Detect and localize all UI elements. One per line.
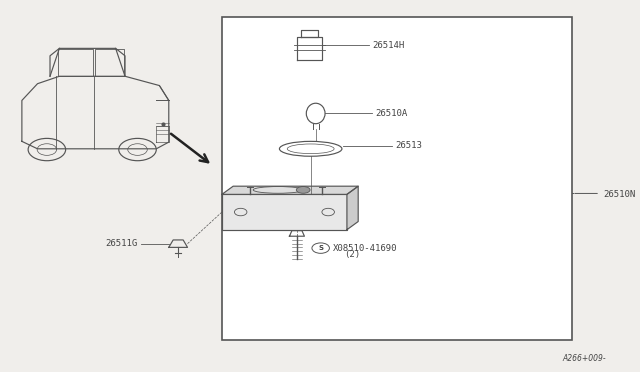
Ellipse shape <box>296 187 310 193</box>
Ellipse shape <box>287 144 334 154</box>
Polygon shape <box>347 186 358 230</box>
Text: A266+009-: A266+009- <box>563 354 606 363</box>
Ellipse shape <box>307 103 325 124</box>
Text: X08510-41690: X08510-41690 <box>333 244 397 253</box>
Text: S: S <box>318 245 323 251</box>
Bar <box>222 17 572 340</box>
Text: 26511G: 26511G <box>105 239 138 248</box>
Text: 26513: 26513 <box>395 141 422 150</box>
Ellipse shape <box>253 187 303 193</box>
Text: (2): (2) <box>344 250 360 259</box>
Text: 26510N: 26510N <box>604 190 636 199</box>
Text: 26514H: 26514H <box>372 41 404 50</box>
Ellipse shape <box>280 141 342 156</box>
Bar <box>222 194 347 230</box>
Text: 26510A: 26510A <box>375 109 407 118</box>
Polygon shape <box>222 186 358 195</box>
